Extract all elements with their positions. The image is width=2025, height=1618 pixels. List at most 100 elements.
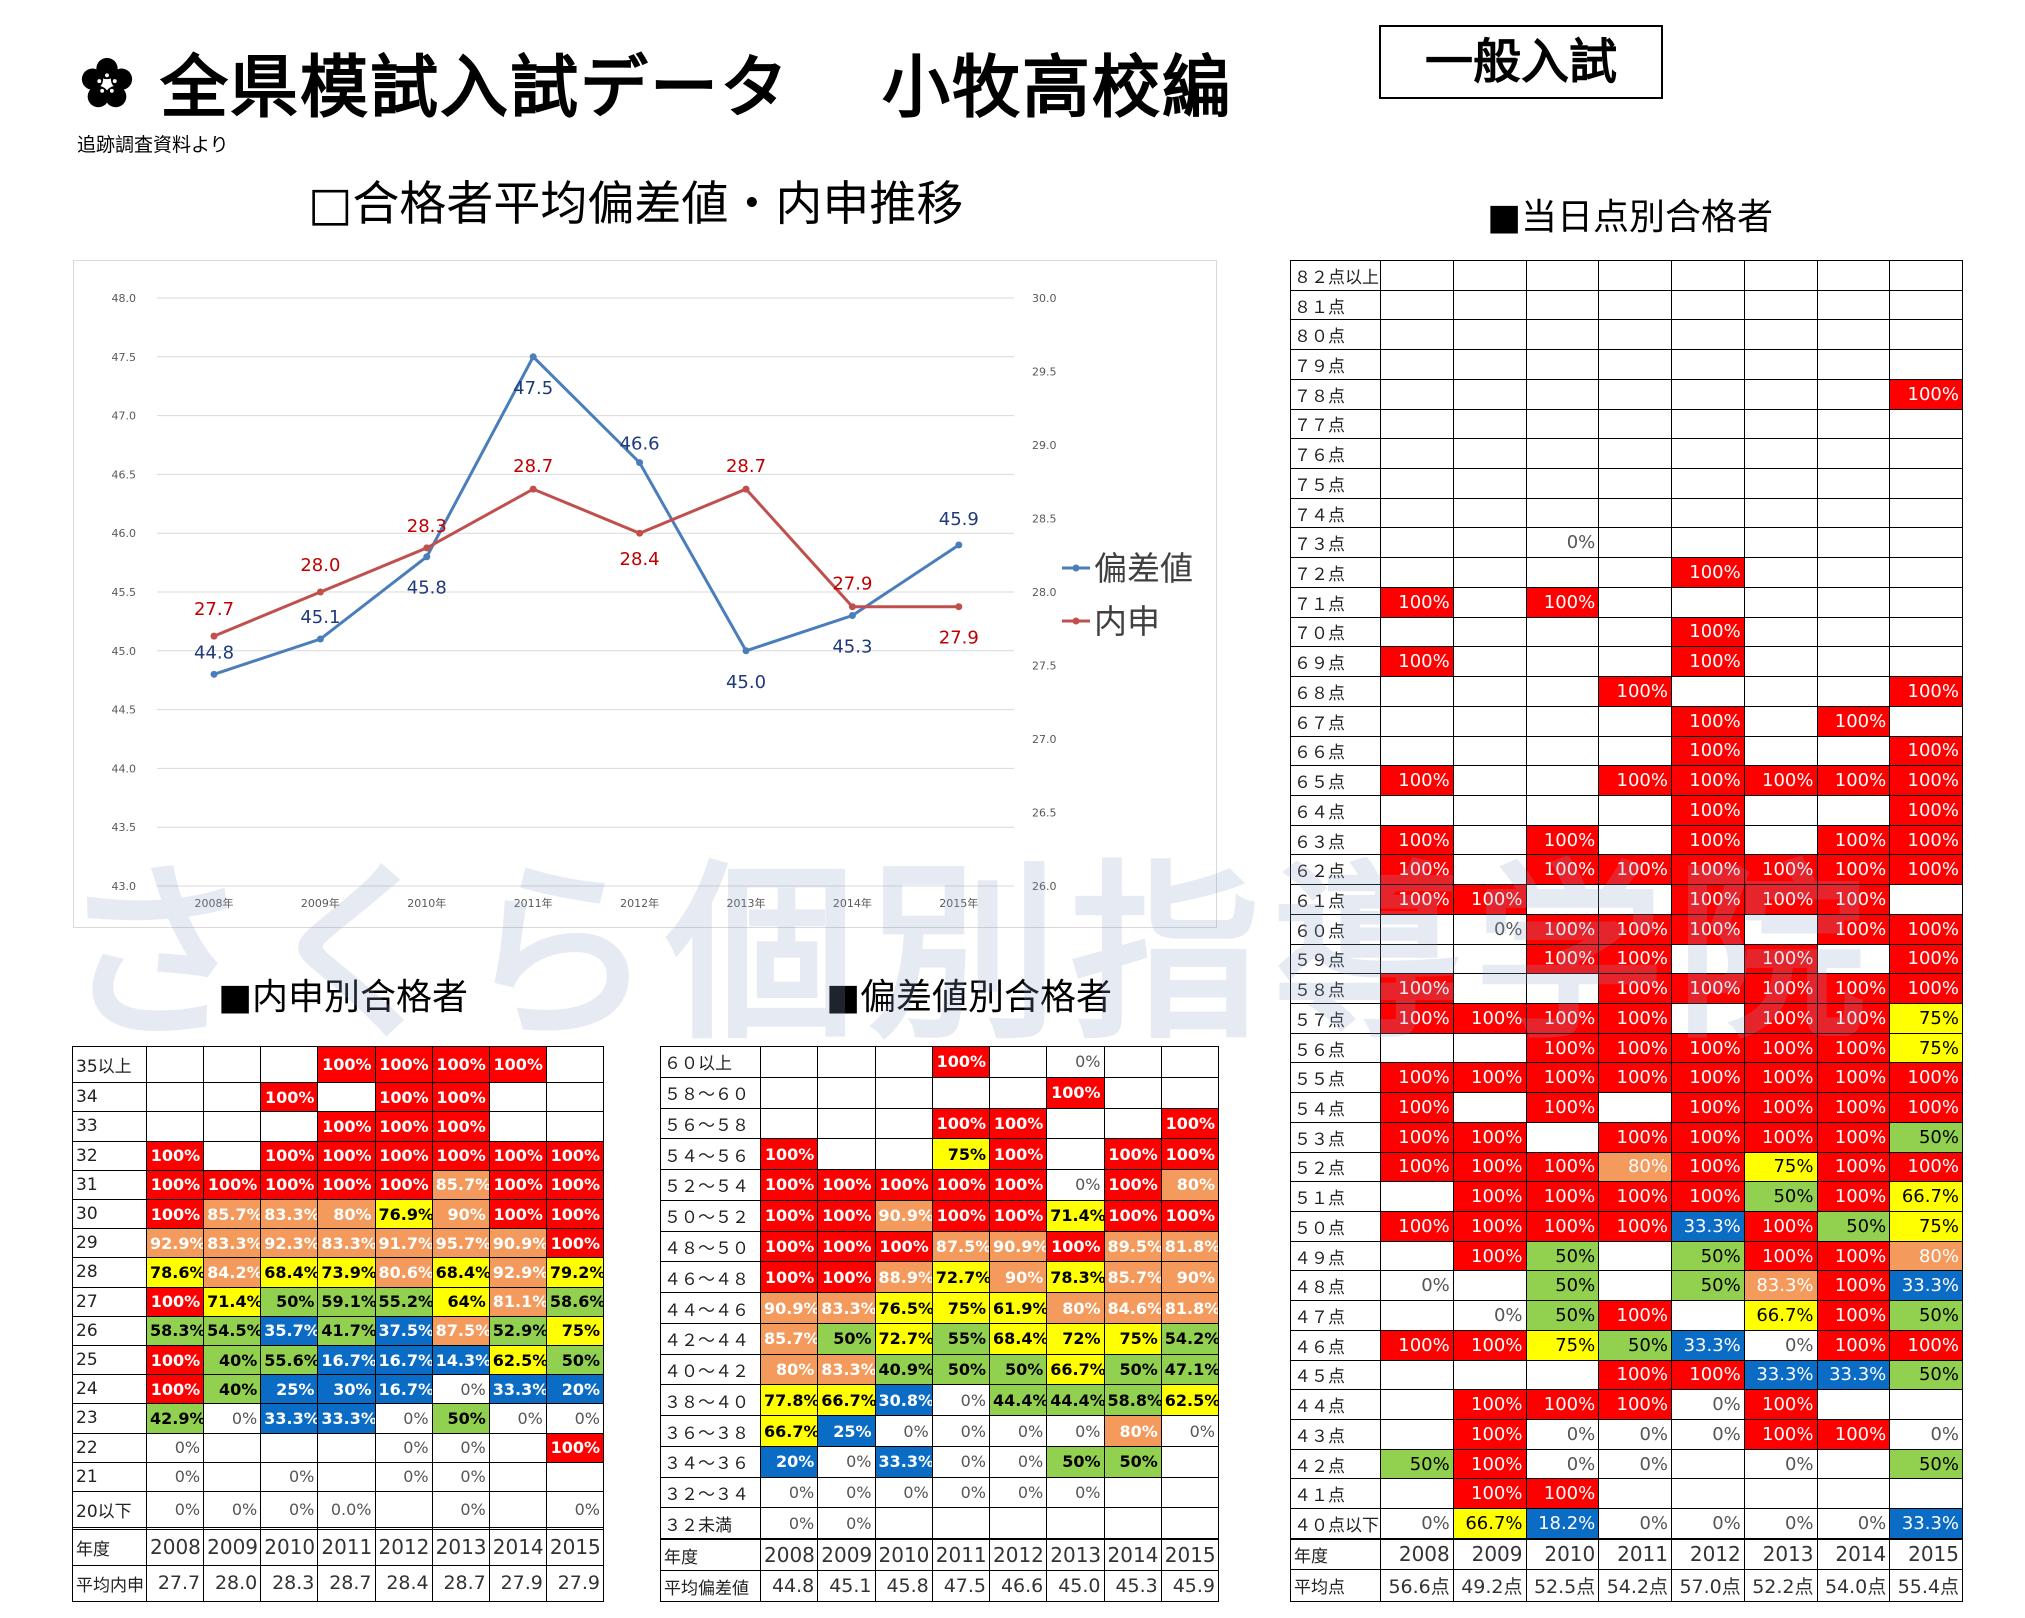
pass-rate-cell bbox=[1452, 765, 1527, 796]
pass-rate-cell: 100% bbox=[1452, 1211, 1527, 1242]
table-row: ５８～６０ 100% bbox=[660, 1076, 1220, 1109]
pass-rate-cell: 80% bbox=[1160, 1169, 1220, 1201]
year-cell: 2013 bbox=[1743, 1539, 1818, 1570]
year-cell: 2008 bbox=[1380, 1539, 1454, 1570]
pass-rate-cell: 0% bbox=[431, 1461, 490, 1493]
pass-rate-cell: 100% bbox=[1046, 1076, 1105, 1109]
pass-rate-cell: 100% bbox=[1380, 824, 1454, 856]
x-axis-tick: 2011年 bbox=[514, 896, 553, 910]
pass-rate-cell: 100% bbox=[1743, 1002, 1818, 1034]
pass-rate-cell: 50% bbox=[1889, 1448, 1963, 1480]
pass-rate-cell: 83.3% bbox=[260, 1198, 319, 1230]
pass-rate-cell bbox=[1743, 468, 1818, 499]
pass-rate-cell: 100% bbox=[1598, 1032, 1672, 1064]
pass-rate-cell: 100% bbox=[817, 1169, 876, 1201]
pass-rate-cell bbox=[1380, 468, 1454, 499]
pass-rate-cell bbox=[1889, 349, 1963, 380]
line-chart: 48.0 47.5 47.0 46.5 46.0 45.5 45.0 44.5 44.0 43.5… bbox=[73, 260, 1217, 928]
pass-rate-cell: 100% bbox=[1525, 1002, 1600, 1034]
table-row: ４６点 100% 100% 75% 50% 33.3% 0% 100% 100% bbox=[1290, 1329, 1963, 1361]
pass-rate-cell bbox=[1816, 438, 1891, 470]
pass-rate-cell: 100% bbox=[1525, 1389, 1600, 1421]
pass-rate-cell: 100% bbox=[1889, 1092, 1963, 1123]
pass-rate-cell bbox=[1452, 408, 1527, 440]
pass-rate-cell: 100% bbox=[1816, 1329, 1891, 1361]
row-label: ８１点 bbox=[1290, 289, 1381, 321]
pass-rate-cell: 90% bbox=[1160, 1261, 1220, 1294]
pass-rate-cell: 100% bbox=[1743, 973, 1818, 1004]
row-label: ６７点 bbox=[1290, 705, 1381, 737]
pass-rate-cell bbox=[1452, 1359, 1527, 1391]
pass-rate-cell bbox=[1452, 349, 1527, 380]
table-row: ４８～５０ 100% 100% 100% 87.5% 90.9% 100% 89.5% 81.8… bbox=[660, 1230, 1220, 1263]
pass-rate-cell: 100% bbox=[374, 1169, 433, 1200]
row-label: 34 bbox=[72, 1082, 147, 1113]
pass-rate-cell bbox=[1743, 527, 1818, 559]
pass-rate-cell bbox=[1380, 438, 1454, 470]
table-row: 33 100% 100% 100% bbox=[72, 1111, 605, 1142]
pass-rate-cell bbox=[260, 1111, 319, 1142]
pass-rate-cell bbox=[759, 1076, 819, 1109]
pass-rate-cell bbox=[1452, 319, 1527, 351]
pass-rate-cell bbox=[1380, 616, 1454, 648]
data-point bbox=[742, 485, 750, 493]
year-cell: 2009 bbox=[817, 1539, 876, 1572]
score-pass-rate-table: ８２点以上 ８１点 ８０点 ７９点 ７８点 100% ７７点 ７６点 ７５点 ７４点 ７３点 0% ７２… bbox=[1290, 260, 1963, 1603]
table-row: 29 92.9% 83.3% 92.3% 83.3% 91.7% 95.7% 90.9% 100… bbox=[72, 1228, 605, 1259]
pass-rate-cell bbox=[1452, 378, 1527, 410]
pass-rate-cell bbox=[1103, 1107, 1162, 1140]
pass-rate-cell: 85.7% bbox=[203, 1198, 262, 1230]
pass-rate-cell bbox=[1816, 319, 1891, 351]
pass-rate-cell: 80% bbox=[1889, 1240, 1963, 1272]
pass-rate-cell: 100% bbox=[145, 1198, 205, 1230]
row-label: ５３点 bbox=[1290, 1121, 1381, 1153]
pass-rate-cell bbox=[1889, 260, 1963, 291]
year-label: 年度 bbox=[660, 1539, 761, 1572]
right-axis-tick: 26.0 bbox=[1032, 880, 1057, 893]
data-label: 27.9 bbox=[939, 628, 979, 649]
pass-rate-cell bbox=[1452, 1270, 1527, 1302]
pass-rate-cell: 100% bbox=[1889, 378, 1963, 410]
x-axis-tick: 2010年 bbox=[407, 896, 446, 910]
pass-rate-cell bbox=[1743, 319, 1818, 351]
table-row: 32 100% 100% 100% 100% 100% 100% 100% bbox=[72, 1140, 605, 1171]
right-axis-tick: 29.0 bbox=[1032, 439, 1057, 452]
pass-rate-cell: 100% bbox=[759, 1138, 819, 1171]
pass-rate-cell bbox=[1452, 973, 1527, 1004]
pass-rate-cell bbox=[488, 1490, 547, 1529]
left-axis-tick: 43.0 bbox=[112, 880, 137, 893]
series-line-hensachi bbox=[213, 354, 960, 676]
naishin-pass-rate-table: 35以上 100% 100% 100% 100% 34 100% 100% 100% 33 100%… bbox=[72, 1045, 605, 1603]
pass-rate-cell: 80% bbox=[1598, 1151, 1672, 1183]
pass-rate-cell bbox=[488, 1432, 547, 1463]
table-row: 27 100% 71.4% 50% 59.1% 55.2% 64% 81.1% 58.6% bbox=[72, 1286, 605, 1317]
page-title: 全県模試入試データ bbox=[160, 49, 791, 128]
pass-rate-cell: 100% bbox=[1671, 1181, 1745, 1212]
pass-rate-cell bbox=[1743, 349, 1818, 380]
x-axis-tick: 2012年 bbox=[620, 896, 659, 910]
pass-rate-cell bbox=[1598, 586, 1672, 618]
pass-rate-cell: 87.5% bbox=[431, 1315, 490, 1346]
average-cell: 52.2点 bbox=[1743, 1568, 1818, 1603]
blank-cell bbox=[1290, 1537, 1381, 1541]
pass-rate-cell: 100% bbox=[1525, 824, 1600, 856]
year-cell: 2015 bbox=[545, 1528, 605, 1566]
pass-rate-cell: 20% bbox=[759, 1445, 819, 1478]
pass-rate-cell: 100% bbox=[1103, 1169, 1162, 1201]
pass-rate-cell: 83.3% bbox=[817, 1353, 876, 1386]
pass-rate-cell bbox=[1525, 497, 1600, 529]
table-row: ４５点 100% 100% 33.3% 33.3% 50% bbox=[1290, 1359, 1963, 1391]
row-label: ５７点 bbox=[1290, 1002, 1381, 1034]
pass-rate-cell: 100% bbox=[1598, 765, 1672, 796]
pass-rate-cell: 100% bbox=[1380, 1211, 1454, 1242]
pass-rate-cell: 50% bbox=[431, 1403, 490, 1434]
pass-rate-cell: 20% bbox=[545, 1374, 605, 1405]
pass-rate-cell: 100% bbox=[145, 1374, 205, 1405]
row-label: ７８点 bbox=[1290, 378, 1381, 410]
pass-rate-cell: 100% bbox=[1889, 735, 1963, 767]
pass-rate-cell: 62.5% bbox=[1160, 1384, 1220, 1417]
row-label: ５０点 bbox=[1290, 1211, 1381, 1242]
pass-rate-cell bbox=[488, 1461, 547, 1493]
row-label: 24 bbox=[72, 1374, 147, 1405]
table-row: ６０以上 100% 0% bbox=[660, 1046, 1220, 1078]
